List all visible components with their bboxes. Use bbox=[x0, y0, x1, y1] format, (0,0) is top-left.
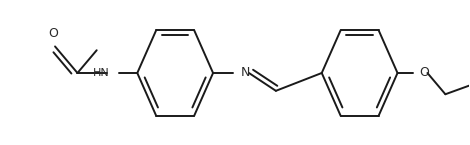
Text: HN: HN bbox=[93, 68, 110, 78]
Text: O: O bbox=[419, 67, 429, 79]
Text: O: O bbox=[48, 28, 58, 40]
Text: N: N bbox=[241, 67, 251, 79]
